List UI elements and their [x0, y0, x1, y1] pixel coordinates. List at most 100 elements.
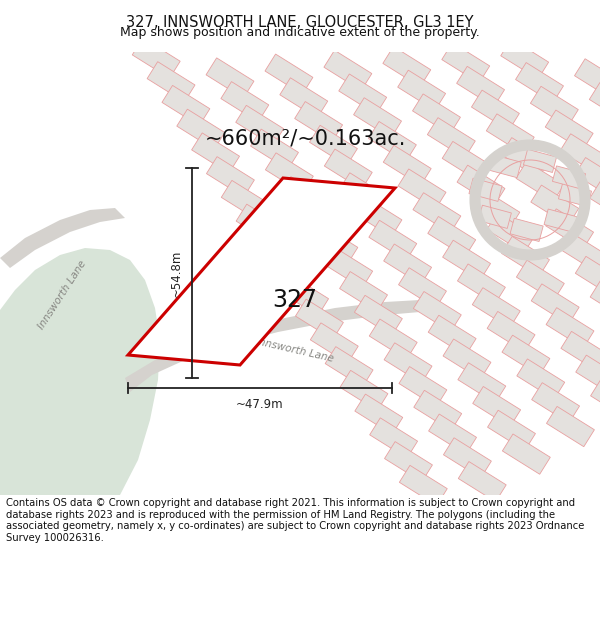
- Polygon shape: [469, 178, 502, 201]
- Polygon shape: [147, 62, 195, 102]
- Polygon shape: [325, 248, 373, 288]
- Polygon shape: [340, 272, 388, 312]
- Polygon shape: [544, 209, 577, 232]
- Polygon shape: [414, 390, 461, 431]
- Polygon shape: [428, 216, 476, 257]
- Polygon shape: [310, 125, 358, 166]
- Polygon shape: [265, 54, 313, 94]
- Polygon shape: [502, 236, 550, 277]
- Polygon shape: [427, 118, 475, 158]
- Polygon shape: [413, 291, 461, 332]
- Polygon shape: [353, 98, 401, 138]
- Polygon shape: [369, 220, 417, 261]
- Polygon shape: [339, 173, 387, 213]
- Polygon shape: [355, 394, 403, 434]
- Polygon shape: [383, 46, 431, 87]
- Polygon shape: [399, 366, 447, 407]
- Polygon shape: [325, 347, 373, 387]
- Polygon shape: [545, 110, 593, 151]
- Polygon shape: [125, 300, 445, 392]
- Polygon shape: [590, 181, 600, 221]
- Polygon shape: [310, 323, 358, 363]
- Polygon shape: [251, 228, 299, 268]
- Polygon shape: [281, 276, 329, 316]
- Text: ~47.9m: ~47.9m: [236, 398, 284, 411]
- Polygon shape: [280, 78, 328, 118]
- Polygon shape: [0, 208, 125, 268]
- Polygon shape: [340, 371, 388, 411]
- Polygon shape: [487, 311, 535, 352]
- Polygon shape: [575, 158, 600, 198]
- Polygon shape: [295, 101, 343, 142]
- Text: ~660m²/~0.163ac.: ~660m²/~0.163ac.: [205, 128, 406, 148]
- Polygon shape: [458, 461, 506, 502]
- Polygon shape: [384, 342, 432, 383]
- Text: Innsworth Lane: Innsworth Lane: [255, 336, 335, 364]
- Polygon shape: [0, 248, 160, 495]
- Polygon shape: [531, 185, 579, 226]
- Polygon shape: [442, 141, 490, 182]
- Polygon shape: [487, 114, 534, 154]
- Polygon shape: [576, 355, 600, 396]
- Polygon shape: [561, 331, 600, 372]
- Polygon shape: [545, 209, 593, 249]
- Polygon shape: [472, 189, 520, 229]
- Polygon shape: [502, 434, 550, 474]
- Polygon shape: [385, 442, 433, 482]
- Polygon shape: [517, 359, 565, 399]
- Polygon shape: [162, 86, 210, 126]
- Polygon shape: [515, 62, 563, 103]
- Polygon shape: [383, 244, 431, 284]
- Polygon shape: [236, 106, 284, 146]
- Polygon shape: [502, 335, 550, 376]
- Polygon shape: [236, 204, 284, 244]
- Polygon shape: [443, 240, 491, 281]
- Polygon shape: [265, 153, 313, 193]
- Text: ~54.8m: ~54.8m: [170, 249, 183, 297]
- Polygon shape: [590, 280, 600, 321]
- Polygon shape: [206, 58, 254, 98]
- Text: 327, INNSWORTH LANE, GLOUCESTER, GL3 1EY: 327, INNSWORTH LANE, GLOUCESTER, GL3 1EY: [126, 14, 474, 29]
- Polygon shape: [487, 213, 535, 253]
- Polygon shape: [383, 145, 431, 186]
- Polygon shape: [266, 252, 314, 292]
- Polygon shape: [428, 315, 476, 356]
- Polygon shape: [510, 218, 543, 241]
- Polygon shape: [559, 183, 592, 207]
- Polygon shape: [590, 379, 600, 419]
- Polygon shape: [458, 362, 506, 403]
- Polygon shape: [280, 177, 328, 217]
- Polygon shape: [574, 59, 600, 99]
- Polygon shape: [575, 256, 600, 297]
- Text: Contains OS data © Crown copyright and database right 2021. This information is : Contains OS data © Crown copyright and d…: [6, 498, 584, 543]
- Polygon shape: [324, 50, 372, 91]
- Polygon shape: [339, 74, 386, 114]
- Polygon shape: [530, 86, 578, 127]
- Polygon shape: [191, 133, 239, 173]
- Polygon shape: [398, 268, 446, 308]
- Polygon shape: [368, 121, 416, 162]
- Polygon shape: [400, 466, 447, 506]
- Polygon shape: [369, 319, 417, 359]
- Polygon shape: [501, 39, 548, 79]
- Polygon shape: [206, 157, 254, 197]
- Polygon shape: [523, 149, 557, 173]
- Polygon shape: [132, 38, 180, 78]
- Polygon shape: [295, 299, 343, 339]
- Polygon shape: [473, 386, 521, 427]
- Polygon shape: [370, 418, 418, 458]
- Polygon shape: [472, 90, 520, 131]
- Polygon shape: [177, 109, 224, 149]
- Polygon shape: [531, 284, 579, 324]
- Polygon shape: [325, 149, 372, 189]
- Polygon shape: [547, 406, 595, 447]
- Polygon shape: [310, 224, 358, 264]
- Polygon shape: [295, 201, 343, 241]
- Polygon shape: [478, 205, 511, 228]
- Polygon shape: [398, 70, 446, 111]
- Polygon shape: [553, 166, 586, 189]
- Polygon shape: [251, 129, 298, 169]
- Polygon shape: [428, 414, 476, 454]
- Polygon shape: [501, 138, 549, 178]
- Polygon shape: [560, 232, 600, 273]
